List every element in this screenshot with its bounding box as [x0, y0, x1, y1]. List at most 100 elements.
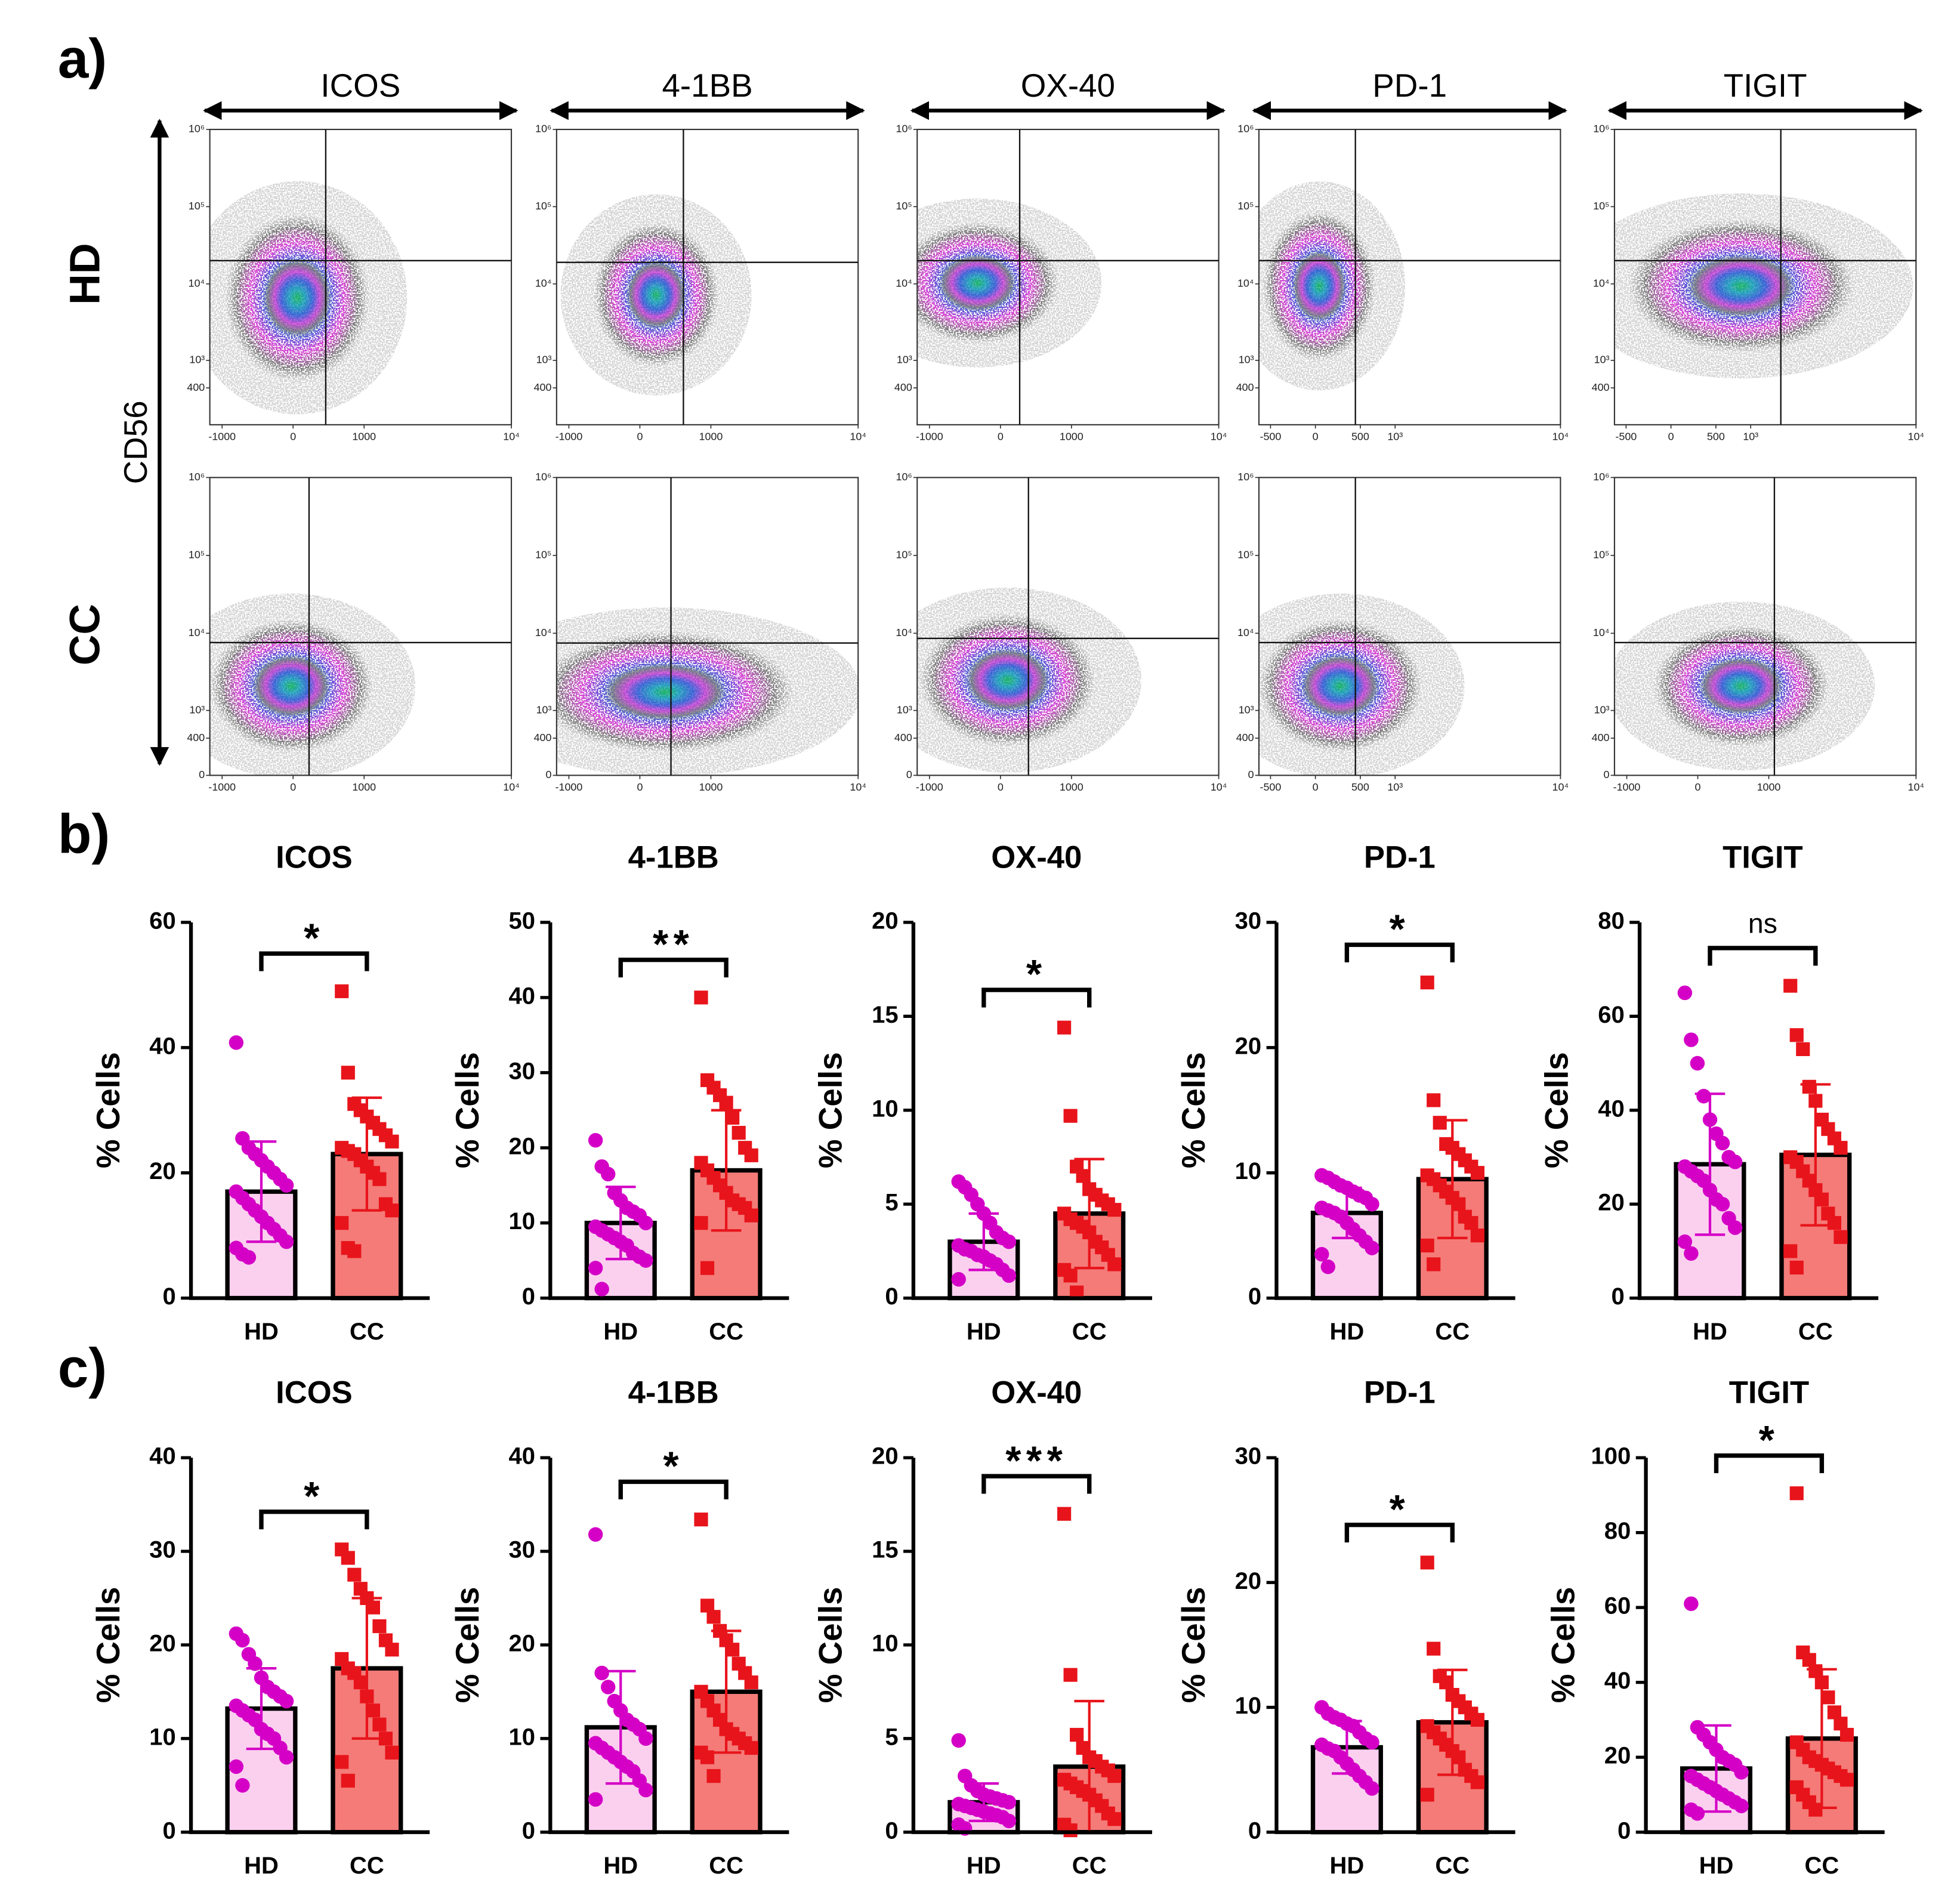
- y-tick-label: 0: [1248, 1817, 1261, 1844]
- data-point: [700, 1750, 715, 1764]
- data-point: [1433, 1116, 1447, 1130]
- axes: [189, 1458, 430, 1834]
- y-axis-label: % Cells: [89, 1587, 126, 1703]
- y-axis-label: % Cells: [1538, 1052, 1575, 1168]
- data-point: [1734, 1765, 1749, 1780]
- data-point: [588, 1132, 603, 1148]
- cloud-group: [1258, 593, 1465, 776]
- data-point: [1001, 1234, 1017, 1249]
- y-tick-label: 10⁶: [1593, 471, 1609, 483]
- x-tick-label: 10⁴: [850, 431, 866, 443]
- y-tick-label: 30: [1235, 1443, 1261, 1470]
- data-point: [1796, 1042, 1810, 1056]
- column-header: OX-40: [1021, 67, 1115, 104]
- x-tick-label: 0: [1313, 431, 1319, 443]
- y-tick-label: 10³: [1594, 354, 1610, 366]
- y-tick-label: 400: [187, 732, 205, 743]
- data-point: [744, 1208, 758, 1223]
- data-point: [1365, 1196, 1379, 1212]
- y-axis-label: % Cells: [1175, 1052, 1212, 1168]
- data-point: [1808, 1664, 1823, 1678]
- plot-frame: [1613, 477, 1917, 776]
- significance-bracket: [981, 1474, 1092, 1494]
- data-point: [600, 1680, 616, 1695]
- data-point: [1834, 1717, 1848, 1731]
- significance-label: **: [653, 922, 694, 967]
- y-tick-label: 40: [509, 1443, 535, 1470]
- cloud-group: [1258, 181, 1406, 391]
- data-point: [1734, 1798, 1749, 1813]
- data-point: [341, 1551, 355, 1565]
- y-tick-label: 400: [894, 381, 912, 393]
- y-tick-label: 20: [509, 1133, 535, 1159]
- data-point: [1057, 1020, 1072, 1035]
- y-tick-label: 40: [149, 1033, 175, 1059]
- data-point: [1427, 1257, 1441, 1271]
- data-point: [1827, 1705, 1842, 1720]
- chart-title: 4-1BB: [628, 1375, 719, 1411]
- column-header: TIGIT: [1724, 67, 1807, 104]
- y-tick-label: 10⁵: [189, 200, 205, 212]
- x-tick-label: 1000: [352, 431, 376, 443]
- chart-title: PD-1: [1364, 840, 1436, 875]
- data-point: [1789, 1028, 1804, 1042]
- y-tick-label: 10⁴: [189, 626, 205, 638]
- y-tick-label: 0: [199, 769, 205, 780]
- y-tick-label: 40: [509, 983, 535, 1009]
- data-point: [385, 1203, 399, 1218]
- y-tick-label: 40: [1598, 1095, 1624, 1122]
- axes: [1274, 1458, 1515, 1834]
- row-label: HD: [61, 243, 109, 304]
- x-tick-label: -1000: [1613, 781, 1641, 793]
- plot-frame: [209, 477, 513, 776]
- data-point: [1314, 1246, 1329, 1262]
- y-tick-label: 10⁴: [1237, 277, 1254, 289]
- data-point: [1783, 979, 1798, 993]
- data-point: [1365, 1781, 1379, 1796]
- column-header: 4-1BB: [662, 67, 752, 104]
- data-point: [1827, 1216, 1842, 1230]
- significance-bracket: [618, 1479, 729, 1499]
- data-point: [726, 1110, 740, 1125]
- x-tick-label: 0: [1668, 431, 1674, 443]
- data-point: [372, 1717, 387, 1732]
- data-point: [335, 1755, 349, 1769]
- data-point: [700, 1261, 715, 1275]
- cloud-group: [1614, 193, 1913, 379]
- data-point: [1715, 1196, 1730, 1212]
- significance-label: *: [1759, 1418, 1780, 1462]
- data-point: [694, 1513, 708, 1527]
- y-tick-label: 400: [1236, 381, 1254, 393]
- y-tick-label: 400: [1236, 732, 1254, 743]
- y-tick-label: 0: [885, 1283, 898, 1310]
- axes: [548, 922, 789, 1300]
- x-tick-label: -500: [1615, 431, 1637, 443]
- y-tick-label: 10: [509, 1208, 535, 1234]
- y-tick-label: 10⁴: [896, 277, 912, 289]
- x-tick-label: 0: [998, 781, 1004, 793]
- y-tick-label: 400: [1592, 732, 1610, 743]
- x-tick-label: 10⁴: [1211, 781, 1227, 793]
- y-tick-label: 10³: [536, 703, 552, 715]
- x-tick-label: -1000: [916, 431, 943, 443]
- event-core: [263, 257, 332, 338]
- x-tick-label: CC: [350, 1853, 384, 1879]
- x-tick-label: CC: [1804, 1853, 1839, 1879]
- x-tick-label: HD: [1699, 1853, 1734, 1879]
- data-point: [594, 1665, 609, 1681]
- y-tick-label: 10³: [189, 703, 205, 715]
- significance-bracket: [981, 987, 1092, 1008]
- data-point: [1365, 1240, 1379, 1255]
- data-point: [1001, 1268, 1017, 1283]
- x-tick-label: 10⁴: [1211, 431, 1227, 443]
- x-tick-label: CC: [1435, 1319, 1470, 1345]
- y-tick-label: 40: [1604, 1668, 1631, 1694]
- y-tick-label: 60: [149, 908, 175, 934]
- data-point: [1452, 1197, 1466, 1211]
- x-tick-label: HD: [244, 1853, 279, 1879]
- y-tick-label: 0: [1612, 1283, 1625, 1310]
- y-tick-label: 10⁵: [189, 549, 205, 561]
- y-tick-label: 400: [1592, 381, 1610, 393]
- y-tick-label: 10⁶: [189, 471, 205, 483]
- significance-bracket: [1714, 1453, 1825, 1474]
